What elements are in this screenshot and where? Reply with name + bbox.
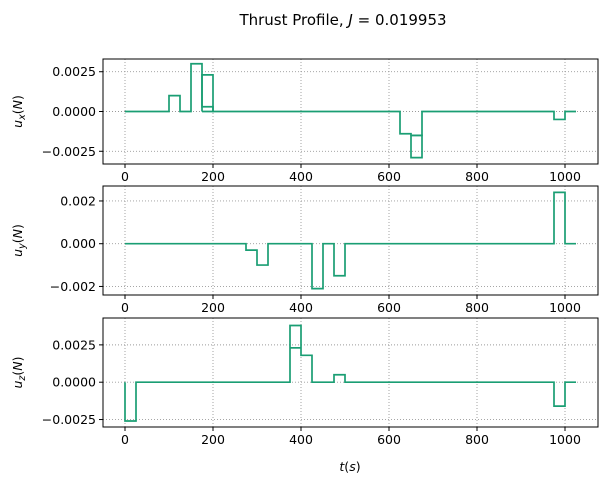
y-tick-label: 0.0000 — [52, 375, 96, 390]
thrust-series-x-1 — [201, 74, 214, 113]
x-axis-label: t(s) — [339, 459, 360, 474]
thrust-series-x-2 — [410, 134, 423, 159]
y-tick-label: −0.002 — [50, 279, 96, 294]
x-tick-label: 800 — [465, 169, 489, 184]
y-axis-label-z: uz(N) — [10, 356, 28, 388]
y-tick-label: 0.0025 — [52, 337, 96, 352]
y-axis-label-y: uy(N) — [10, 224, 28, 257]
x-tick-label: 400 — [289, 169, 313, 184]
x-tick-label: 200 — [201, 169, 225, 184]
x-tick-label: 1000 — [549, 432, 581, 447]
thrust-series-y-0 — [125, 191, 576, 290]
subplot-z: 0 200 400 600 800 1000 −0.0025 0.0000 0.0025 uz(N… — [10, 317, 599, 447]
x-tick-label: 200 — [201, 432, 225, 447]
x-tick-label: 400 — [289, 432, 313, 447]
chart-title: Thrust Profile, J = 0.019953 — [238, 11, 446, 29]
x-tick-label: 400 — [289, 300, 313, 315]
x-tick-label: 0 — [121, 432, 129, 447]
y-tick-label: 0.0000 — [52, 104, 96, 119]
x-tick-label: 600 — [377, 169, 401, 184]
x-tick-label: 600 — [377, 432, 401, 447]
subplot-x: 0 200 400 600 800 1000 −0.0025 0.0000 0.0025 ux(N… — [10, 58, 599, 184]
x-tick-label: 1000 — [549, 300, 581, 315]
y-axis-label-x: ux(N) — [10, 95, 28, 128]
panels: 0 200 400 600 800 1000−0.00250.00000.0025ux(N… — [10, 58, 599, 447]
x-tick-label: 600 — [377, 300, 401, 315]
thrust-series-z-0 — [124, 324, 576, 422]
y-tick-label: 0.000 — [60, 236, 96, 251]
x-tick-label: 800 — [465, 300, 489, 315]
thrust-series-x-0 — [125, 62, 576, 137]
x-tick-label: 1000 — [549, 169, 581, 184]
x-tick-label: 200 — [201, 300, 225, 315]
y-tick-label: 0.0025 — [52, 64, 96, 79]
x-tick-label: 800 — [465, 432, 489, 447]
plot-frame — [102, 317, 599, 428]
y-tick-label: −0.0025 — [42, 144, 96, 159]
y-tick-label: 0.002 — [60, 193, 96, 208]
x-tick-label: 0 — [121, 169, 129, 184]
x-tick-label: 0 — [121, 300, 129, 315]
plot-frame — [102, 185, 599, 296]
y-tick-label: −0.0025 — [42, 412, 96, 427]
subplot-y: 0 200 400 600 800 1000 −0.002 0.000 0.002 uy(N) — [10, 185, 599, 315]
